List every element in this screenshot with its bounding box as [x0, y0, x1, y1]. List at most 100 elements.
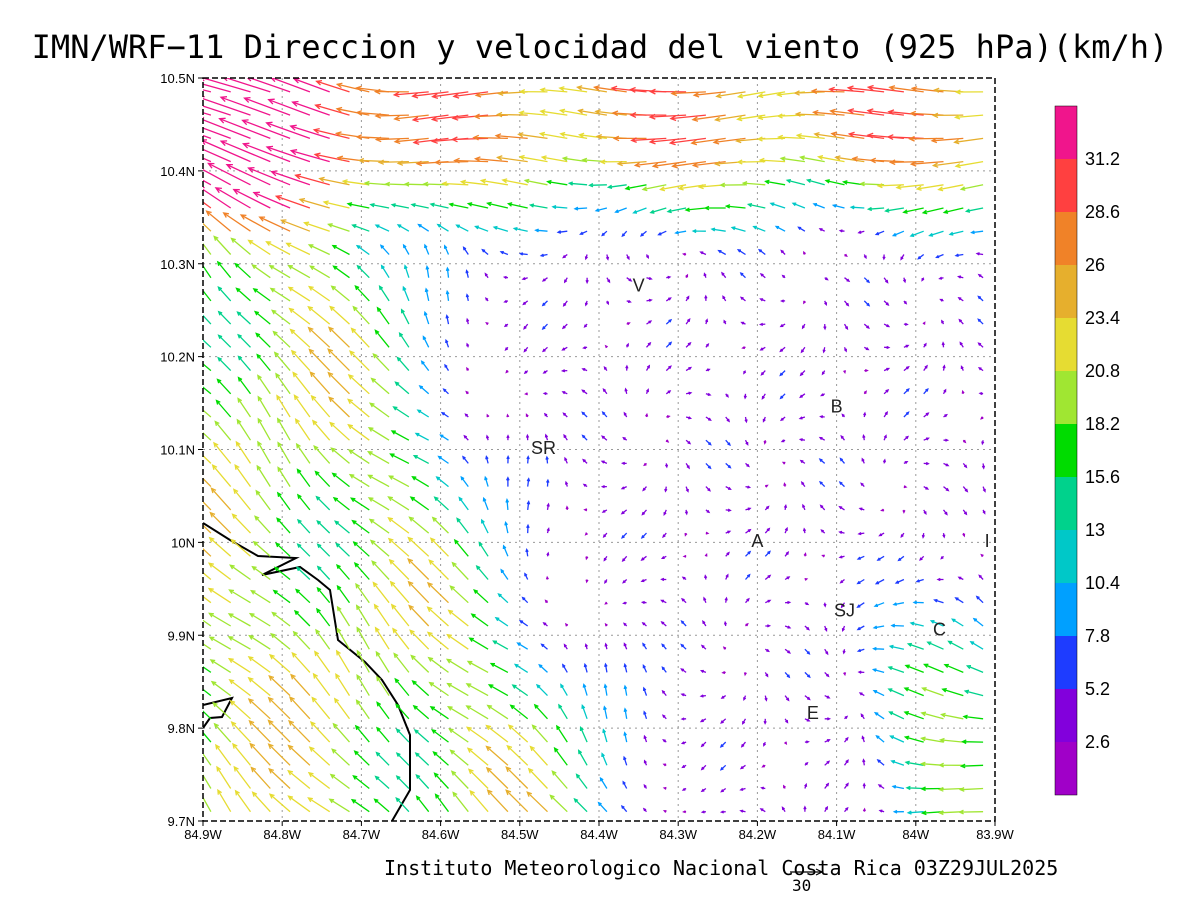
wind-arrow — [823, 324, 827, 331]
wind-arrow — [213, 722, 232, 743]
wind-arrow — [485, 455, 489, 464]
colorbar-label: 31.2 — [1085, 149, 1120, 169]
wind-arrow — [685, 416, 693, 420]
wind-arrow — [641, 509, 647, 516]
wind-arrow — [249, 742, 271, 766]
wind-arrow — [622, 579, 628, 584]
wind-arrow — [620, 486, 627, 490]
wind-arrow — [257, 440, 271, 464]
wind-arrow — [203, 752, 212, 766]
wind-arrow — [203, 666, 212, 673]
wind-arrow — [603, 365, 608, 371]
wind-arrow — [743, 695, 747, 701]
wind-arrow — [372, 581, 390, 604]
wind-arrow — [623, 684, 628, 696]
wind-arrow — [906, 810, 924, 815]
wind-arrow — [290, 673, 311, 697]
wind-arrow — [474, 225, 489, 232]
wind-arrow — [407, 580, 430, 604]
wind-arrow — [921, 207, 944, 215]
wind-arrow — [840, 434, 846, 441]
wind-arrow — [719, 741, 727, 748]
wind-arrow — [217, 334, 232, 348]
wind-arrow — [657, 230, 667, 236]
wind-arrow — [390, 603, 410, 627]
wind-arrow — [829, 108, 865, 116]
wind-arrow — [287, 286, 311, 302]
wind-arrow — [376, 306, 390, 325]
wind-arrow — [303, 221, 330, 232]
wind-arrow — [938, 762, 964, 768]
wind-arrow — [356, 674, 370, 696]
wind-arrow — [228, 678, 251, 697]
wind-arrow — [779, 323, 786, 328]
wind-arrow — [424, 243, 430, 255]
wind-arrow — [862, 758, 866, 766]
wind-arrow — [909, 160, 944, 167]
wind-arrow — [265, 145, 311, 163]
wind-arrow — [581, 389, 588, 395]
wind-arrow — [398, 331, 410, 348]
wind-arrow — [700, 741, 707, 748]
y-tick-label: 10.2N — [160, 350, 195, 365]
wind-arrow — [912, 600, 924, 605]
wind-arrow — [470, 613, 489, 627]
wind-arrow — [247, 655, 271, 673]
wind-arrow — [903, 322, 909, 326]
wind-arrow — [739, 764, 746, 770]
wind-arrow — [823, 602, 827, 608]
wind-arrow — [203, 731, 212, 743]
wind-arrow — [620, 509, 628, 515]
wind-arrow — [839, 457, 845, 464]
wind-arrow — [315, 607, 331, 627]
wind-arrow — [367, 497, 390, 511]
wind-arrow — [505, 370, 509, 374]
wind-arrow — [680, 668, 687, 673]
wind-arrow — [558, 86, 588, 93]
wind-arrow — [752, 225, 766, 232]
wind-arrow — [484, 475, 489, 487]
wind-arrow — [892, 602, 905, 606]
wind-arrow — [680, 693, 687, 697]
wind-arrow — [621, 555, 628, 563]
wind-arrow — [581, 703, 588, 720]
wind-arrow — [942, 207, 964, 214]
wind-arrow — [763, 741, 767, 747]
wind-arrow — [783, 482, 787, 487]
wind-arrow — [268, 653, 291, 673]
wind-arrow — [856, 602, 865, 608]
wind-arrow — [217, 286, 232, 302]
wind-arrow — [935, 253, 944, 259]
wind-arrow — [540, 643, 548, 650]
wind-arrow — [543, 412, 548, 418]
wind-arrow — [764, 574, 772, 580]
wind-arrow — [905, 785, 924, 791]
wind-arrow — [839, 578, 845, 584]
wind-arrow — [248, 634, 271, 650]
wind-arrow — [666, 415, 671, 419]
wind-arrow — [866, 108, 904, 116]
wind-arrow — [843, 370, 847, 375]
wind-arrow — [203, 643, 212, 650]
wind-arrow — [390, 430, 410, 441]
wind-arrow — [424, 287, 430, 302]
wind-arrow — [739, 272, 746, 279]
wind-arrow — [803, 300, 806, 305]
place-label: E — [807, 703, 819, 723]
wind-arrow — [433, 772, 449, 789]
wind-arrow — [720, 695, 727, 699]
wind-arrow — [579, 726, 588, 743]
wind-arrow — [564, 456, 568, 464]
wind-arrow — [798, 438, 806, 442]
wind-arrow — [227, 636, 251, 650]
wind-arrow — [214, 420, 232, 441]
wind-arrow — [600, 485, 607, 489]
wind-arrow — [629, 112, 667, 118]
x-tick-label: 84.1W — [818, 827, 856, 842]
wind-arrow — [863, 254, 867, 260]
wind-arrow — [601, 411, 608, 418]
wind-arrow — [411, 476, 430, 488]
wind-arrow — [351, 224, 370, 232]
wind-arrow — [863, 300, 871, 307]
wind-arrow — [602, 728, 608, 743]
